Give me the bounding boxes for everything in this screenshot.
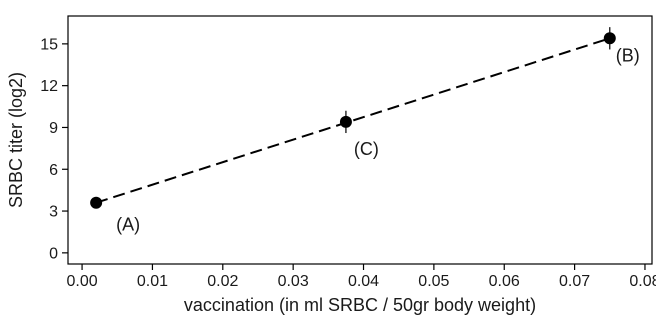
data-point [90,196,103,209]
series: (A) (C) (B) [90,27,640,235]
y-axis-title: SRBC titer (log2) [6,72,26,208]
x-tick-label: 0.05 [418,273,449,290]
x-tick-label: 0.07 [559,273,590,290]
x-tick-label: 0.00 [67,273,98,290]
x-axis-title: vaccination (in ml SRBC / 50gr body weig… [184,295,536,315]
x-tick-label: 0.04 [348,273,379,290]
x-tick-label: 0.01 [137,273,168,290]
y-tick-label: 6 [49,162,58,179]
point-label: (B) [616,45,640,65]
x-tick-label: 0.03 [278,273,309,290]
y-tick-label: 3 [49,204,58,221]
point-label: (C) [354,139,379,159]
data-point [339,115,352,128]
x-tick-label: 0.08 [629,273,656,290]
y-tick-label: 9 [49,120,58,137]
ticks: 0.00 0.01 0.02 0.03 0.04 0.05 0.06 0.07 0.08 0 3 6 9… [40,36,656,290]
y-tick-label: 0 [49,245,58,262]
fit-line [95,37,611,204]
y-tick-label: 15 [40,36,58,53]
x-tick-label: 0.06 [489,273,520,290]
point-label: (A) [116,215,140,235]
x-tick-label: 0.02 [207,273,238,290]
axes [67,15,653,265]
y-tick-label: 12 [40,78,58,95]
data-point [603,32,616,45]
plot-frame [67,15,653,265]
